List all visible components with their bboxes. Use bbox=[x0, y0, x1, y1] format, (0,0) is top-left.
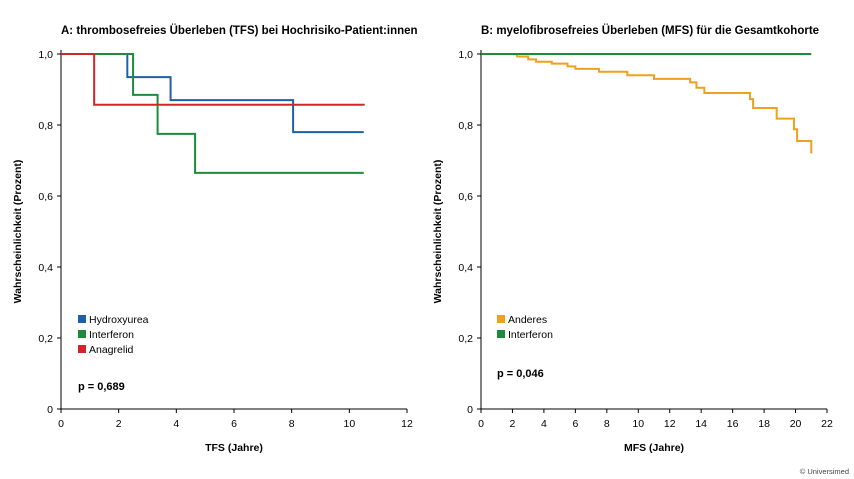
x-tick-label: 0 bbox=[58, 418, 64, 430]
chart-title: A: thrombosefreies Überleben (TFS) bei H… bbox=[61, 24, 418, 37]
chart-panel-a: A: thrombosefreies Überleben (TFS) bei H… bbox=[12, 24, 418, 454]
y-tick-label: 0,8 bbox=[458, 120, 473, 132]
y-tick-label: 0,6 bbox=[38, 191, 53, 203]
x-tick-label: 4 bbox=[541, 418, 547, 430]
legend-swatch-hydroxyurea bbox=[78, 315, 86, 323]
series-line-interferon bbox=[61, 53, 364, 174]
x-tick-label: 8 bbox=[604, 418, 610, 430]
x-axis-label: MFS (Jahre) bbox=[624, 442, 684, 454]
x-tick-label: 6 bbox=[231, 418, 237, 430]
y-tick-label: 0 bbox=[47, 404, 53, 416]
x-tick-label: 8 bbox=[289, 418, 295, 430]
legend-swatch-interferon bbox=[497, 330, 505, 338]
y-tick-label: 0,2 bbox=[458, 333, 473, 345]
y-tick-label: 0,2 bbox=[38, 333, 53, 345]
legend-label-anderes: Anderes bbox=[508, 314, 547, 326]
x-tick-label: 6 bbox=[572, 418, 578, 430]
x-tick-label: 18 bbox=[758, 418, 770, 430]
y-tick-label: 0,6 bbox=[458, 191, 473, 203]
series-line-hydroxyurea bbox=[61, 53, 364, 134]
p-value-annotation: p = 0,689 bbox=[78, 381, 125, 393]
chart-title: B: myelofibrosefreies Überleben (MFS) fü… bbox=[481, 24, 819, 37]
legend-swatch-interferon bbox=[78, 330, 86, 338]
x-axis-label: TFS (Jahre) bbox=[205, 442, 263, 454]
x-tick-label: 12 bbox=[664, 418, 676, 430]
x-tick-label: 10 bbox=[632, 418, 644, 430]
y-tick-label: 1,0 bbox=[38, 49, 53, 61]
legend-label-interferon: Interferon bbox=[89, 329, 134, 341]
p-value-annotation: p = 0,046 bbox=[497, 368, 544, 380]
x-tick-label: 2 bbox=[510, 418, 516, 430]
x-tick-label: 0 bbox=[478, 418, 484, 430]
y-axis-label: Wahrscheinlichkeit (Prozent) bbox=[12, 160, 24, 304]
series-line-anagrelid bbox=[61, 53, 365, 106]
y-axis-label: Wahrscheinlichkeit (Prozent) bbox=[432, 160, 444, 304]
copyright-label: © Universimed bbox=[800, 467, 849, 476]
legend-label-hydroxyurea: Hydroxyurea bbox=[89, 314, 149, 326]
x-tick-label: 10 bbox=[343, 418, 355, 430]
y-tick-label: 0,4 bbox=[38, 262, 53, 274]
legend-label-anagrelid: Anagrelid bbox=[89, 344, 134, 356]
x-tick-label: 20 bbox=[790, 418, 802, 430]
legend-label-interferon: Interferon bbox=[508, 329, 553, 341]
x-tick-label: 14 bbox=[695, 418, 707, 430]
legend-swatch-anagrelid bbox=[78, 345, 86, 353]
x-tick-label: 12 bbox=[401, 418, 413, 430]
series-line-anderes bbox=[481, 53, 813, 154]
x-tick-label: 22 bbox=[821, 418, 833, 430]
legend-swatch-anderes bbox=[497, 315, 505, 323]
x-tick-label: 2 bbox=[116, 418, 122, 430]
y-tick-label: 1,0 bbox=[458, 49, 473, 61]
x-tick-label: 4 bbox=[173, 418, 179, 430]
y-tick-label: 0,8 bbox=[38, 120, 53, 132]
x-tick-label: 16 bbox=[727, 418, 739, 430]
chart-panel-b: B: myelofibrosefreies Überleben (MFS) fü… bbox=[432, 24, 833, 454]
y-tick-label: 0,4 bbox=[458, 262, 473, 274]
y-tick-label: 0 bbox=[467, 404, 473, 416]
